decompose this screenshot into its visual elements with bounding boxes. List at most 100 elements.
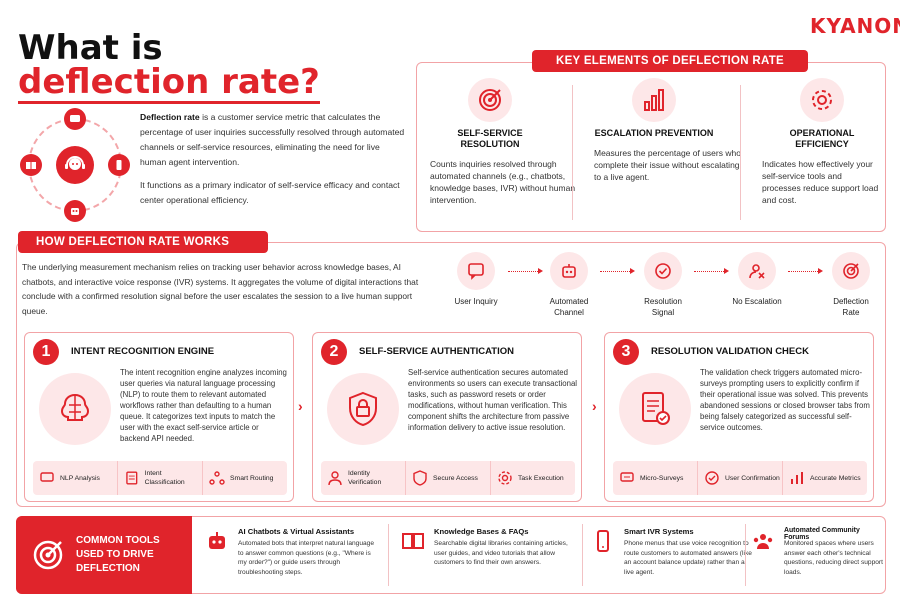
key-element-escalation: ESCALATION PREVENTION Measures the perce… [594, 78, 744, 183]
community-icon [750, 528, 776, 554]
brand-logo: KYANON [810, 14, 900, 38]
network-icon [209, 471, 225, 485]
feature-chip: Intent Classification [118, 461, 203, 495]
user-icon [328, 471, 342, 486]
how-it-works-text: The underlying measurement mechanism rel… [22, 262, 419, 316]
tool-title: AI Chatbots & Virtual Assistants [238, 527, 355, 536]
intro-term: Deflection rate [140, 112, 200, 122]
feature-label: Identity Verification [347, 470, 382, 486]
feature-chip: Accurate Metrics [783, 461, 867, 495]
chat-icon [457, 252, 495, 290]
divider [582, 524, 583, 586]
flow-arrow [600, 268, 635, 274]
tool-desc: Monitored spaces where users answer each… [784, 540, 883, 576]
feature-label: Smart Routing [230, 474, 274, 482]
target-icon [832, 252, 870, 290]
key-element-desc: Indicates how effectively your self-serv… [762, 159, 879, 205]
tool-smart-ivr: Smart IVR Systems Phone menus that use v… [590, 524, 760, 590]
flow-step-deflection-rate: Deflection Rate [816, 252, 886, 318]
step-card-3: 3 RESOLUTION VALIDATION CHECK The valida… [604, 332, 874, 502]
tool-desc: Searchable digital libraries containing … [434, 540, 568, 566]
check-circle-icon [705, 471, 719, 485]
tools-heading: COMMON TOOLS USED TO DRIVE DEFLECTION [76, 535, 160, 574]
page-title-line2: deflection rate? [18, 62, 320, 104]
feature-label: Intent Classification [144, 470, 185, 486]
flow-label: Automated Channel [549, 297, 589, 317]
flow-arrow [508, 268, 543, 274]
target-icon [33, 540, 63, 570]
survey-icon [620, 472, 634, 482]
tool-title: Smart IVR Systems [624, 527, 694, 536]
feature-label: Secure Access [433, 474, 478, 482]
flow-label: No Escalation [732, 297, 782, 306]
step-description: The validation check triggers automated … [700, 368, 870, 432]
feature-chip: Identity Verification [321, 461, 406, 495]
feature-chip: Secure Access [406, 461, 491, 495]
bar-chart-icon [791, 472, 803, 484]
book-icon [400, 528, 426, 554]
intro-definition: is a customer service metric that calcul… [140, 112, 405, 167]
key-element-title: OPERATIONAL EFFICIENCY [789, 128, 855, 149]
flow-label: Resolution Signal [644, 297, 682, 317]
tool-title: Knowledge Bases & FAQs [434, 527, 529, 536]
robot-icon [64, 200, 86, 222]
check-circle-icon [644, 252, 682, 290]
support-hub-illustration [20, 108, 130, 222]
step-description: Self-service authentication secures auto… [408, 368, 578, 432]
feature-chip: Task Execution [491, 461, 575, 495]
robot-icon [204, 528, 230, 554]
key-element-desc: Measures the percentage of users who com… [594, 148, 741, 182]
feature-label: Accurate Metrics [810, 474, 861, 482]
feature-label: Micro-Surveys [640, 474, 684, 482]
bar-chart-icon [632, 78, 676, 122]
page-title-line1: What is [18, 28, 163, 68]
feature-label: User Confirmation [725, 474, 780, 482]
tool-knowledge-bases: Knowledge Bases & FAQs Searchable digita… [400, 524, 570, 590]
mobile-icon [108, 154, 130, 176]
feature-chip: User Confirmation [698, 461, 783, 495]
step-card-1: 1 INTENT RECOGNITION ENGINE The intent r… [24, 332, 294, 502]
tool-desc: Automated bots that interpret natural la… [238, 540, 374, 576]
target-icon [468, 78, 512, 122]
key-element-title: ESCALATION PREVENTION [594, 128, 714, 138]
tools-heading-block: COMMON TOOLS USED TO DRIVE DEFLECTION [16, 516, 192, 594]
book-icon [20, 154, 42, 176]
step-card-2: 2 SELF-SERVICE AUTHENTICATION Self-servi… [312, 332, 582, 502]
key-element-efficiency: OPERATIONAL EFFICIENCY Indicates how eff… [762, 78, 880, 206]
intro-text: Deflection rate is a customer service me… [140, 110, 405, 216]
key-element-title: SELF-SERVICE RESOLUTION [457, 128, 523, 149]
step-title: SELF-SERVICE AUTHENTICATION [359, 346, 514, 357]
step-description: The intent recognition engine analyzes i… [120, 368, 287, 443]
step-number: 2 [321, 339, 347, 365]
intro-paragraph-2: It functions as a primary indicator of s… [140, 180, 400, 205]
flow-step-no-escalation: No Escalation [722, 252, 792, 307]
flow-step-resolution-signal: Resolution Signal [628, 252, 698, 318]
tool-ai-chatbots: AI Chatbots & Virtual Assistants Automat… [204, 524, 374, 590]
chevron-right-icon: › [592, 398, 597, 414]
shield-icon [413, 470, 427, 486]
key-elements-heading: KEY ELEMENTS OF DEFLECTION RATE [532, 50, 808, 72]
phone-icon [590, 528, 616, 554]
divider [572, 85, 573, 220]
feature-chip: NLP Analysis [33, 461, 118, 495]
flow-step-automated-channel: Automated Channel [534, 252, 604, 318]
robot-icon [550, 252, 588, 290]
brain-icon [39, 373, 111, 445]
step-number: 1 [33, 339, 59, 365]
step-title: INTENT RECOGNITION ENGINE [71, 346, 215, 357]
divider [740, 85, 741, 220]
tool-desc: Phone menus that use voice recognition t… [624, 540, 752, 576]
divider [388, 524, 389, 586]
feature-chip: Smart Routing [203, 461, 287, 495]
tool-title: Automated Community Forums [784, 527, 860, 541]
list-icon [126, 471, 138, 485]
chat-icon [64, 108, 86, 130]
feature-label: Task Execution [518, 474, 564, 482]
flow-step-user-inquiry: User Inquiry [441, 252, 511, 307]
step-number: 3 [613, 339, 639, 365]
step-features: NLP Analysis Intent Classification Smart… [33, 461, 287, 495]
tool-community-forums: Automated Community Forums Monitored spa… [750, 524, 884, 590]
key-element-desc: Counts inquiries resolved through automa… [430, 159, 576, 205]
chat-icon [40, 472, 54, 482]
feature-label: NLP Analysis [60, 474, 100, 482]
